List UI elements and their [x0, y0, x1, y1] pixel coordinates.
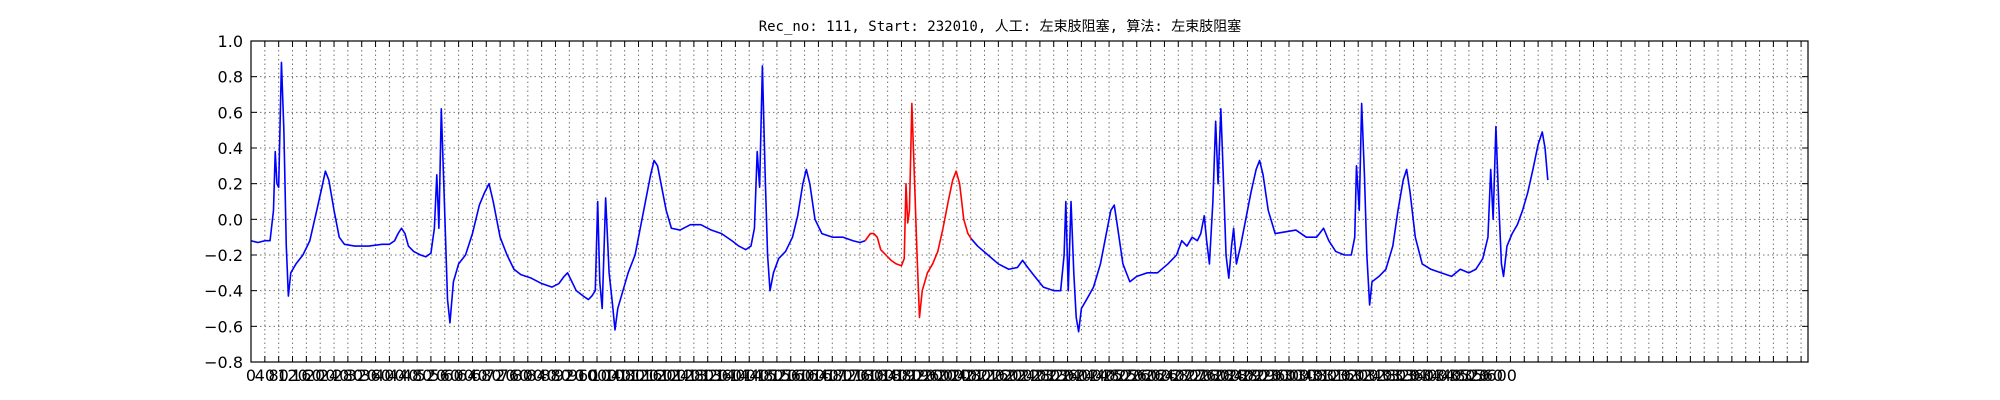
chart-title: Rec_no: 111, Start: 232010, 人工: 左束肢阻塞, 算…: [759, 18, 1242, 35]
series-line: [865, 103, 971, 317]
y-tick-label: 0.0: [218, 210, 243, 229]
series-line: [971, 103, 1547, 331]
y-tick-label: −0.4: [204, 282, 243, 301]
plot-frame: [251, 41, 1808, 362]
y-tick-label: 0.4: [218, 139, 243, 158]
grid-lines: [251, 41, 1808, 362]
y-tick-label: 0.2: [218, 175, 243, 194]
signal-traces: [251, 62, 1548, 331]
y-tick-label: −0.6: [204, 317, 243, 336]
y-tick-label: 1.0: [218, 32, 243, 51]
y-tick-label: −0.2: [204, 246, 243, 265]
x-tick-label: 3600: [1476, 366, 1517, 385]
y-tick-label: 0.6: [218, 103, 243, 122]
series-line: [251, 62, 865, 330]
y-tick-label: 0.8: [218, 68, 243, 87]
y-tick-label: −0.8: [204, 353, 243, 372]
